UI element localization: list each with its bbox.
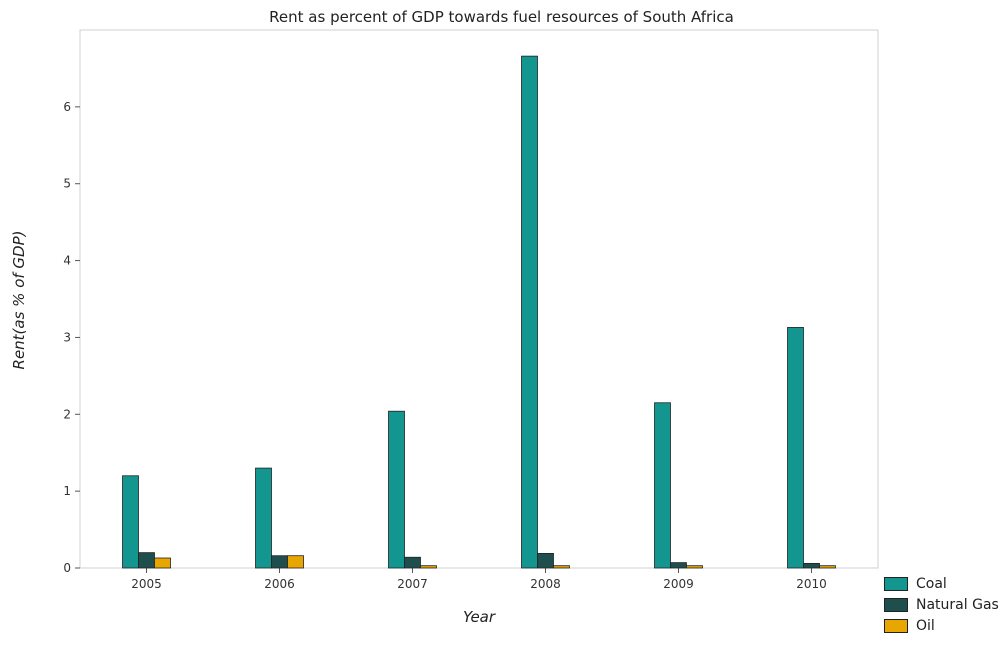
bar-natural-gas-2007 [404,556,421,569]
x-tick-label: 2010 [796,577,827,591]
legend-label: Coal [916,575,947,592]
bar-coal-2009 [654,402,671,569]
bar-oil-2010 [819,565,836,569]
x-tick-label: 2005 [131,577,162,591]
bar-oil-2005 [154,557,171,569]
y-axis-label: Rent(as % of GDP) [10,231,28,370]
y-tick-label: 2 [63,407,71,421]
x-tick-label: 2006 [264,577,295,591]
legend-item: Oil [884,615,999,636]
bar-natural-gas-2006 [271,555,288,569]
y-axis: 0 1 2 3 4 5 6 [63,100,80,575]
bar-natural-gas-2009 [670,562,687,569]
legend-item: Natural Gas [884,594,999,615]
legend-swatch [884,597,908,612]
x-tick-label: 2009 [663,577,694,591]
y-tick-label: 5 [63,177,71,191]
bars [122,55,836,569]
chart-title: Rent as percent of GDP towards fuel reso… [269,8,734,26]
legend-label: Natural Gas [916,596,999,613]
bar-natural-gas-2010 [803,562,820,569]
bar-oil-2007 [420,565,437,569]
legend-label: Oil [916,617,935,634]
x-tick-label: 2007 [397,577,428,591]
x-axis-label: Year [463,608,496,626]
bar-coal-2006 [255,467,272,569]
legend-swatch [884,576,908,591]
bar-coal-2005 [122,475,139,569]
y-tick-label: 3 [63,330,71,344]
bar-coal-2007 [388,410,405,569]
legend-swatch [884,618,908,633]
x-axis: 2005 2006 2007 2008 2009 2010 [131,568,827,591]
legend-item: Coal [884,573,999,594]
y-tick-label: 6 [63,100,71,114]
legend: Coal Natural Gas Oil [884,573,999,636]
bar-coal-2008 [521,55,538,569]
y-tick-label: 1 [63,484,71,498]
x-tick-label: 2008 [530,577,561,591]
bar-natural-gas-2008 [537,552,554,569]
bar-oil-2006 [287,555,304,569]
y-tick-label: 4 [63,254,71,268]
y-tick-label: 0 [63,561,71,575]
bar-oil-2008 [553,565,570,569]
plot-area [79,29,879,569]
bar-natural-gas-2005 [138,552,155,569]
bar-oil-2009 [686,565,703,569]
bar-coal-2010 [787,327,804,569]
